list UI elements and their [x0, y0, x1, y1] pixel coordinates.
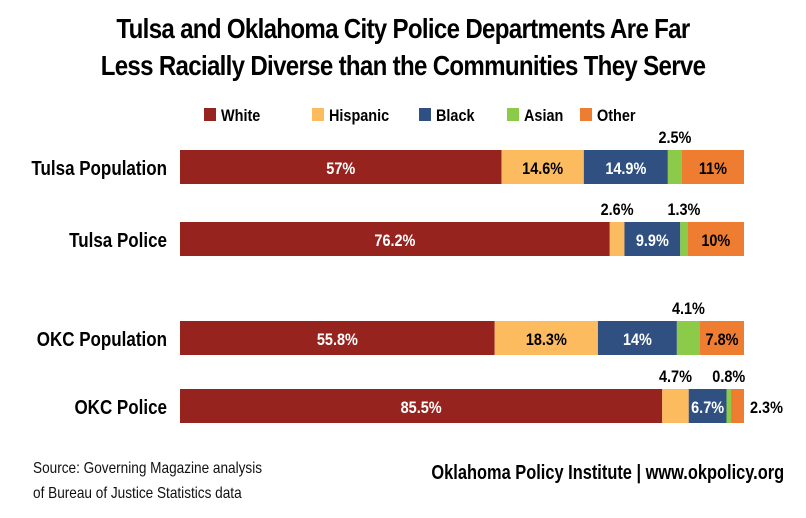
bar-segment-asian: [667, 150, 682, 184]
bar-segment-white: [180, 389, 663, 423]
data-label: 4.1%: [672, 300, 705, 318]
legend-label-other: Other: [597, 107, 636, 125]
category-label: Tulsa Population: [31, 157, 167, 180]
data-label: 85.5%: [401, 399, 442, 417]
data-label: 18.3%: [526, 331, 567, 349]
data-label: 14.9%: [605, 160, 646, 178]
bar-segment-other: [731, 389, 744, 423]
chart-title: Tulsa and Oklahoma City Police Departmen…: [56, 10, 749, 84]
bar-segment-hispanic: [501, 150, 584, 184]
data-label: 1.3%: [667, 201, 700, 219]
bar-segment-hispanic: [494, 321, 598, 355]
bar-segment-hispanic: [609, 222, 625, 256]
bar-segment-black: [624, 222, 681, 256]
legend-swatch-hispanic: [312, 108, 324, 121]
data-label: 10%: [701, 232, 730, 250]
title-line-2: Less Racially Diverse than the Communiti…: [100, 50, 706, 81]
data-label: 9.9%: [636, 232, 669, 250]
category-label: OKC Police: [74, 396, 167, 419]
legend-swatch-asian: [507, 108, 519, 121]
data-label: 11%: [699, 160, 727, 178]
legend-swatch-other: [580, 108, 592, 121]
data-label: 76.2%: [374, 232, 415, 250]
data-label: 2.3%: [750, 399, 783, 417]
data-label: 0.8%: [712, 368, 745, 386]
bar-segment-asian: [726, 389, 732, 423]
bar-segment-other: [687, 222, 744, 256]
data-label: 4.7%: [659, 368, 692, 386]
category-label: Tulsa Police: [69, 229, 167, 252]
credit-text: Oklahoma Policy Institute | www.okpolicy…: [431, 462, 784, 484]
data-label: 14%: [623, 331, 652, 349]
bar-segment-asian: [680, 222, 688, 256]
legend-label-asian: Asian: [524, 107, 563, 125]
data-label: 7.8%: [706, 331, 739, 349]
legend-swatch-black: [419, 108, 431, 121]
bar-segment-other: [700, 321, 744, 355]
bar-segment-black: [583, 150, 668, 184]
source-line-2: of Bureau of Justice Statistics data: [33, 485, 242, 502]
bar-segment-black: [597, 321, 677, 355]
bar-segment-white: [180, 321, 495, 355]
data-label: 57%: [326, 160, 355, 178]
data-label: 14.6%: [522, 160, 563, 178]
category-label: OKC Population: [37, 328, 167, 351]
title-line-1: Tulsa and Oklahoma City Police Departmen…: [116, 13, 690, 44]
data-label: 2.5%: [658, 129, 691, 147]
bar-segment-hispanic: [662, 389, 689, 423]
bar-segment-other: [681, 150, 744, 184]
source-note: Source: Governing Magazine analysis of B…: [33, 456, 262, 506]
legend-label-hispanic: Hispanic: [329, 107, 389, 125]
data-label: 55.8%: [317, 331, 358, 349]
legend-label-white: White: [221, 107, 261, 125]
legend-label-black: Black: [436, 107, 475, 125]
bar-segment-black: [688, 389, 727, 423]
bar-segment-white: [180, 150, 502, 184]
bar-segment-asian: [676, 321, 701, 355]
data-label: 2.6%: [601, 201, 634, 219]
data-label: 6.7%: [691, 399, 724, 417]
bar-segment-white: [180, 222, 610, 256]
source-line-1: Source: Governing Magazine analysis: [33, 460, 263, 477]
legend-swatch-white: [204, 108, 216, 121]
